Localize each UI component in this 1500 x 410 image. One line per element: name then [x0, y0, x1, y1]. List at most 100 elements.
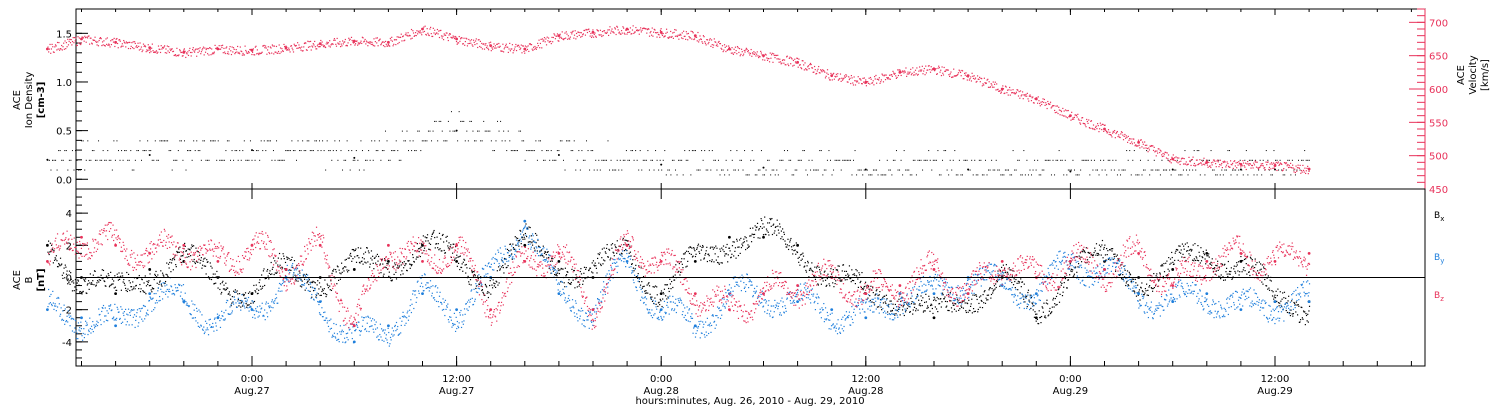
b-sample-bx [956, 298, 959, 300]
velocity-sample [966, 79, 968, 81]
density-sample [82, 140, 84, 142]
velocity-sample [82, 37, 85, 39]
density-sample [358, 169, 360, 171]
b-sample-bx [339, 272, 341, 274]
b-sample-bx [890, 300, 892, 302]
b-sample-bx [547, 250, 549, 253]
b-sample-bx [1273, 298, 1275, 300]
density-sample [1204, 174, 1206, 176]
b-sample-bx [487, 291, 489, 293]
density-point [762, 166, 765, 169]
velocity-sample [50, 52, 52, 54]
velocity-sample [397, 42, 399, 45]
b-sample-bx [443, 241, 445, 243]
b-sample-bx [454, 246, 457, 248]
b-sample-bx [947, 293, 950, 296]
b-sample-bx [262, 285, 264, 288]
density-sample [888, 169, 890, 171]
velocity-sample [791, 58, 793, 60]
velocity-sample [902, 70, 904, 72]
velocity-sample [81, 36, 83, 38]
velocity-sample [683, 35, 685, 38]
b-sample-bx [709, 260, 711, 262]
b-sample-bx [221, 291, 223, 294]
b-sample-bx [1048, 310, 1050, 312]
velocity-sample [656, 36, 658, 38]
b-sample-bx [770, 225, 772, 227]
density-sample [160, 140, 162, 142]
b-sample-bx [329, 289, 331, 291]
velocity-sample [1019, 97, 1021, 99]
velocity-sample [1169, 159, 1172, 161]
b-sample-bx [1058, 301, 1061, 303]
velocity-sample [277, 50, 280, 53]
b-sample-bx [722, 249, 724, 251]
b-sample-bx [518, 245, 520, 247]
velocity-sample [108, 43, 110, 45]
b-point-bx [352, 268, 356, 271]
density-sample [630, 150, 632, 152]
velocity-sample [888, 74, 891, 76]
b-sample-bx [80, 277, 82, 279]
density-sample [1210, 150, 1212, 152]
density-sample [1175, 169, 1177, 171]
velocity-sample [1307, 165, 1309, 167]
velocity-sample [1193, 164, 1195, 167]
velocity-sample [668, 37, 670, 39]
velocity-sample [393, 39, 396, 41]
velocity-sample [1059, 114, 1061, 116]
density-sample [757, 169, 759, 171]
velocity-sample [712, 46, 714, 49]
velocity-sample [233, 48, 235, 50]
b-sample-bx [375, 262, 377, 264]
b-sample-bx [1128, 285, 1130, 287]
b-sample-bx [999, 285, 1001, 287]
velocity-sample [282, 50, 284, 52]
density-sample [684, 150, 686, 152]
velocity-sample [256, 49, 258, 51]
velocity-sample [1161, 155, 1163, 158]
b-sample-bx [1040, 321, 1042, 324]
velocity-sample [670, 30, 672, 33]
velocity-sample [953, 75, 955, 77]
density-sample [1109, 159, 1111, 161]
b-sample-bx [557, 268, 559, 270]
velocity-sample [723, 49, 725, 51]
density-sample [139, 140, 141, 142]
velocity-sample [547, 37, 550, 39]
velocity-sample [1224, 161, 1226, 163]
velocity-sample [114, 45, 116, 48]
density-sample [282, 159, 284, 161]
velocity-sample [107, 44, 109, 46]
density-sample [168, 150, 170, 152]
b-sample-bx [363, 253, 365, 255]
density-sample [538, 140, 540, 142]
b-sample-bx [708, 253, 710, 255]
b-sample-bx [1067, 279, 1070, 281]
b-sample-bx [372, 255, 374, 257]
velocity-sample [1128, 139, 1130, 141]
velocity-sample [912, 74, 915, 76]
b-sample-bx [610, 244, 612, 246]
density-sample [260, 140, 262, 142]
velocity-sample [1167, 154, 1170, 156]
density-sample [826, 159, 828, 161]
b-sample-bx [165, 273, 167, 276]
b-sample-bx [1006, 271, 1009, 273]
b-sample-bx [611, 243, 614, 245]
b-sample-bx [1094, 247, 1096, 249]
b-sample-bx [113, 280, 115, 282]
velocity-sample [1015, 91, 1018, 93]
density-sample [1001, 174, 1003, 176]
density-sample [986, 174, 988, 176]
velocity-sample [809, 64, 811, 66]
velocity-sample [760, 50, 762, 53]
velocity-sample [157, 51, 159, 53]
velocity-sample [541, 47, 543, 49]
velocity-sample [447, 37, 449, 39]
velocity-sample [772, 61, 774, 63]
b-sample-bx [104, 280, 106, 283]
b-sample-bx [366, 247, 368, 249]
velocity-sample [1208, 161, 1210, 164]
